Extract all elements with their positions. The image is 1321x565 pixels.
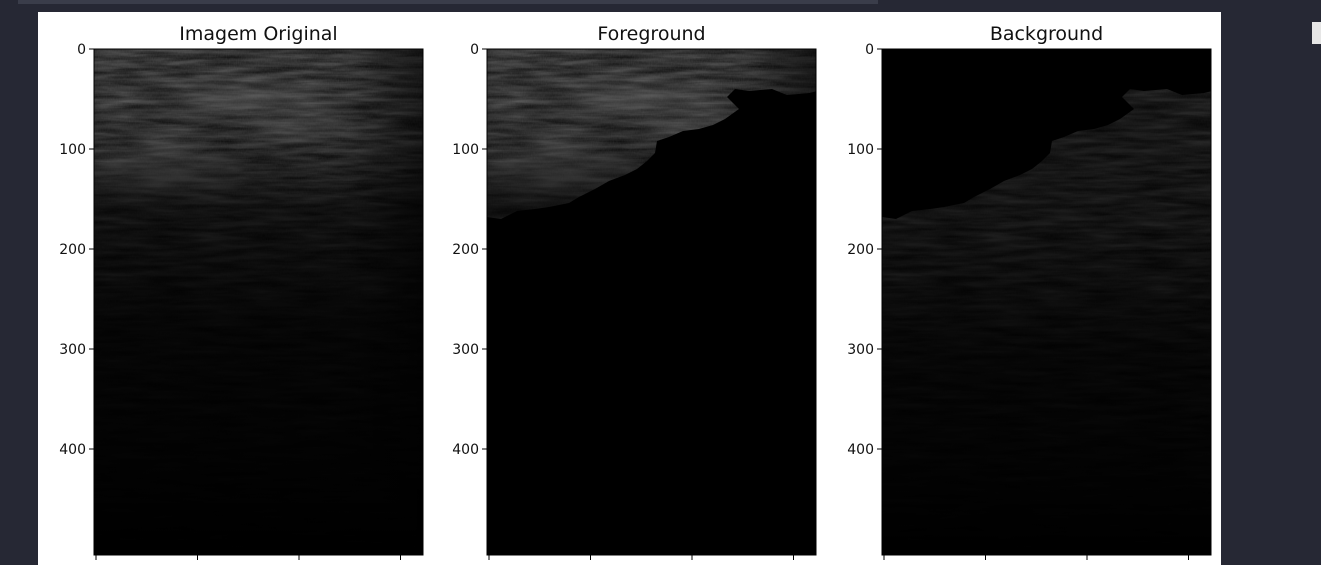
panel-original: Imagem Original 0 100 200 300 400	[59, 23, 424, 560]
panel-image	[94, 49, 423, 555]
y-tick-label: 400	[59, 442, 86, 458]
y-tick-label: 0	[865, 42, 874, 58]
y-tick-label: 200	[452, 242, 479, 258]
y-tick-label: 100	[847, 142, 874, 158]
y-tick-label: 100	[59, 142, 86, 158]
y-tick-label: 0	[77, 42, 86, 58]
y-tick-label: 300	[59, 342, 86, 358]
notebook-toolbar-strip	[18, 0, 878, 4]
axes-frame	[881, 48, 1212, 556]
y-tick-label: 200	[59, 242, 86, 258]
y-tick-label: 100	[452, 142, 479, 158]
panel-title: Imagem Original	[179, 23, 337, 45]
scrollbar-thumb[interactable]	[1312, 22, 1321, 44]
y-tick-label: 300	[452, 342, 479, 358]
panel-title: Foreground	[597, 23, 705, 45]
matplotlib-figure-output: Imagem Original 0 100 200 300 400 Foreground 0 1…	[38, 12, 1221, 565]
axes-frame	[486, 48, 817, 556]
panel-image	[882, 49, 1211, 555]
y-tick-label: 0	[470, 42, 479, 58]
y-tick-label: 300	[847, 342, 874, 358]
figure-canvas: Imagem Original 0 100 200 300 400 Foreground 0 1…	[59, 23, 1212, 560]
panel-image	[487, 49, 816, 555]
y-tick-label: 200	[847, 242, 874, 258]
panel-foreground: Foreground 0 100 200 300 400	[452, 23, 817, 560]
y-tick-label: 400	[452, 442, 479, 458]
y-tick-label: 400	[847, 442, 874, 458]
axes-frame	[93, 48, 424, 556]
panel-background: Background 0 100 200 300 400	[847, 23, 1212, 560]
panel-title: Background	[990, 23, 1103, 45]
